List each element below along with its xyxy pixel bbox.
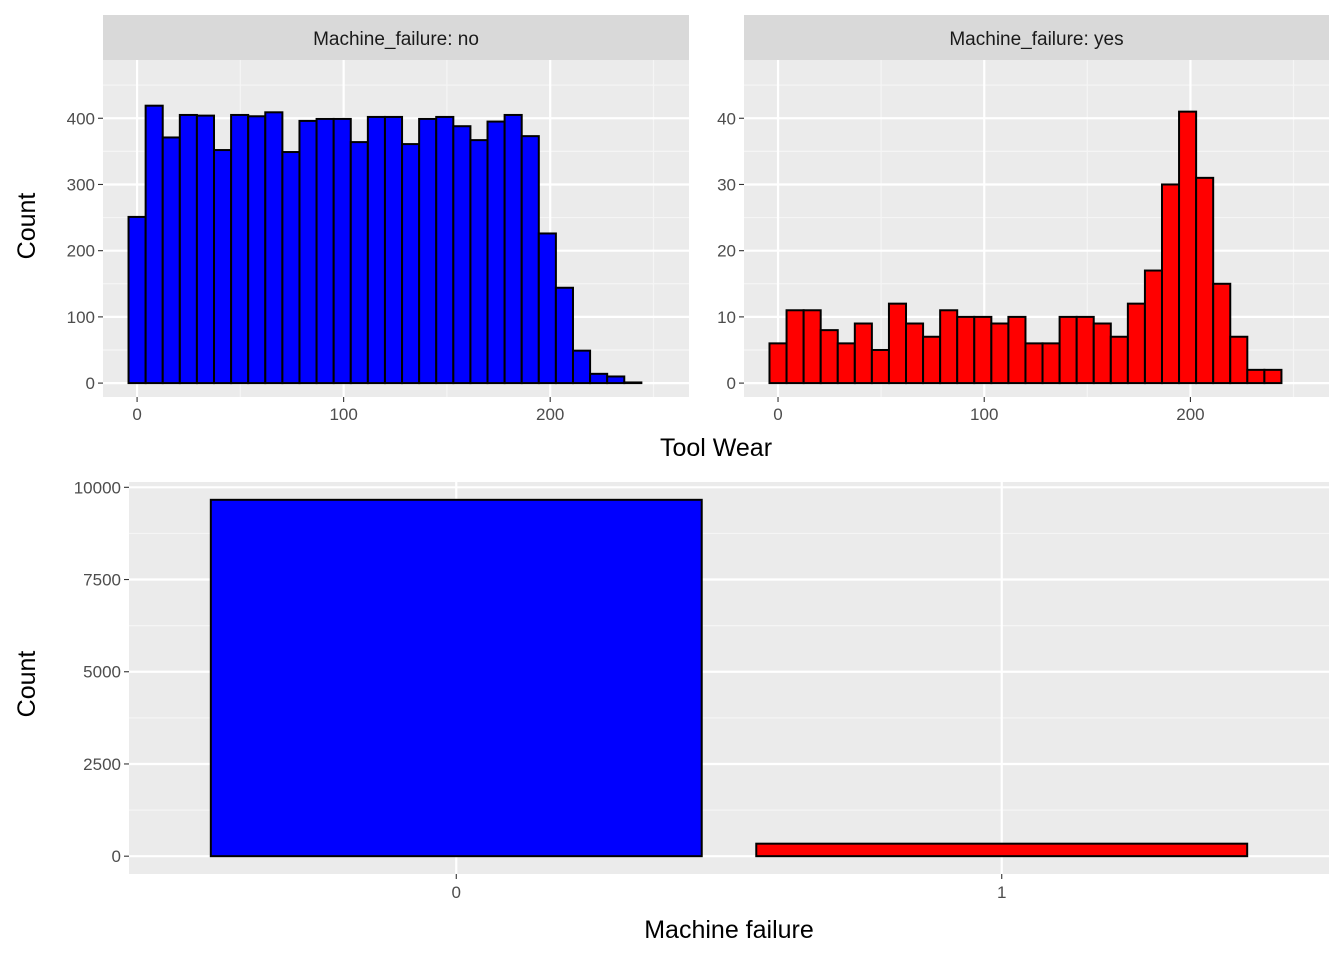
histogram-bar bbox=[1160, 183, 1181, 385]
y-tick-label: 0 bbox=[112, 847, 121, 866]
histogram-bar bbox=[349, 141, 369, 385]
histogram-bar bbox=[990, 322, 1010, 385]
bottom-x-axis-title: Machine failure bbox=[644, 916, 814, 944]
y-tick-label: 2500 bbox=[83, 755, 121, 774]
y-tick-label: 5000 bbox=[83, 663, 121, 682]
y-tick-label: 10 bbox=[717, 308, 736, 327]
facet-strip bbox=[103, 15, 689, 60]
bottom-y-axis-title: Count bbox=[13, 651, 41, 718]
x-tick-label: 0 bbox=[452, 883, 461, 902]
histogram-bar bbox=[195, 114, 216, 385]
histogram-bar bbox=[332, 117, 352, 385]
facet-strip-label: Machine_failure: yes bbox=[949, 29, 1123, 50]
histogram-bar bbox=[401, 143, 421, 385]
histogram-bar bbox=[606, 375, 626, 385]
panel-no: Machine_failure: no 0 100 200 0 100 200 300 400 bbox=[67, 15, 689, 424]
y-tick-label: 10000 bbox=[74, 478, 121, 497]
histogram-bar bbox=[1229, 335, 1249, 385]
x-tick-label: 100 bbox=[329, 405, 357, 424]
top-x-axis-title: Tool Wear bbox=[660, 434, 772, 462]
histogram-bar bbox=[571, 349, 592, 385]
histogram-bar bbox=[939, 309, 959, 385]
histogram-bar bbox=[247, 115, 267, 385]
histogram-bar bbox=[486, 120, 506, 385]
histogram-bar bbox=[922, 335, 942, 385]
histogram-bar bbox=[469, 139, 489, 385]
histogram-bar bbox=[144, 104, 164, 385]
histogram-bar bbox=[315, 117, 335, 385]
histogram-bar bbox=[887, 302, 908, 385]
y-tick-label: 400 bbox=[67, 109, 95, 128]
y-tick-label: 30 bbox=[717, 175, 736, 194]
histogram-bar bbox=[161, 136, 181, 385]
histogram-bar bbox=[1007, 315, 1027, 385]
histogram-bar bbox=[452, 125, 472, 385]
histogram-bar bbox=[973, 315, 993, 385]
histogram-bar bbox=[1178, 110, 1198, 385]
histogram-bar bbox=[264, 111, 284, 385]
histogram-bar bbox=[905, 322, 925, 385]
panel-yes: Machine_failure: yes 0 100 200 0 10 20 30 40 bbox=[717, 15, 1329, 424]
bar-1 bbox=[755, 842, 1249, 858]
x-tick-label: 200 bbox=[536, 405, 564, 424]
histogram-bar bbox=[435, 115, 455, 385]
histogram-bar bbox=[623, 381, 643, 385]
histogram-bar bbox=[1092, 322, 1112, 385]
y-tick-label: 300 bbox=[67, 175, 95, 194]
panel-bottom: 0 2500 5000 7500 10000 0 1 bbox=[74, 478, 1329, 902]
x-tick-label: 100 bbox=[970, 405, 998, 424]
y-tick-label: 100 bbox=[67, 308, 95, 327]
facet-strip bbox=[744, 15, 1329, 60]
histogram-bar bbox=[1143, 269, 1163, 385]
x-tick-label: 1 bbox=[997, 883, 1006, 902]
histogram-bar bbox=[281, 151, 301, 385]
facet-strip-label: Machine_failure: no bbox=[313, 29, 479, 50]
x-tick-label: 200 bbox=[1176, 405, 1204, 424]
histogram-bar bbox=[537, 232, 557, 385]
histogram-bar bbox=[1263, 368, 1283, 385]
histogram-bar bbox=[956, 315, 976, 385]
histogram-bar bbox=[1041, 342, 1061, 385]
bar-0 bbox=[209, 498, 703, 858]
histogram-bar bbox=[1126, 302, 1146, 385]
y-tick-label: 0 bbox=[727, 374, 736, 393]
histogram-bar bbox=[383, 115, 404, 385]
y-tick-label: 20 bbox=[717, 242, 736, 261]
histogram-bar bbox=[230, 113, 250, 385]
histogram-bar bbox=[802, 309, 822, 385]
y-tick-label: 200 bbox=[67, 242, 95, 261]
histogram-bar bbox=[1195, 176, 1215, 385]
histogram-bar bbox=[366, 115, 386, 385]
histogram-bar bbox=[589, 372, 609, 385]
histogram-bar bbox=[213, 149, 233, 385]
histogram-bar bbox=[1212, 282, 1232, 385]
histogram-bar bbox=[298, 119, 318, 385]
x-tick-label: 0 bbox=[132, 405, 141, 424]
y-tick-label: 7500 bbox=[83, 571, 121, 590]
x-tick-label: 0 bbox=[773, 405, 782, 424]
histogram-bar bbox=[768, 342, 788, 385]
histogram-bar bbox=[554, 286, 574, 385]
histogram-bar bbox=[178, 113, 198, 385]
histogram-bar bbox=[853, 322, 873, 385]
histogram-bar bbox=[836, 342, 856, 385]
histogram-bar bbox=[819, 329, 839, 385]
y-tick-label: 0 bbox=[86, 374, 95, 393]
histogram-bar bbox=[520, 135, 540, 385]
y-tick-label: 40 bbox=[717, 109, 736, 128]
histogram-bar bbox=[1246, 368, 1266, 385]
histogram-bar bbox=[785, 309, 805, 385]
top-y-axis-title: Count bbox=[13, 193, 41, 260]
histogram-bar bbox=[503, 113, 523, 385]
histogram-bar bbox=[1109, 335, 1129, 385]
histogram-bar bbox=[1075, 315, 1095, 385]
histogram-bar bbox=[1024, 342, 1044, 385]
histogram-bar bbox=[1058, 315, 1078, 385]
histogram-bar bbox=[127, 215, 147, 385]
histogram-bar bbox=[418, 117, 438, 385]
histogram-bar bbox=[870, 348, 890, 385]
